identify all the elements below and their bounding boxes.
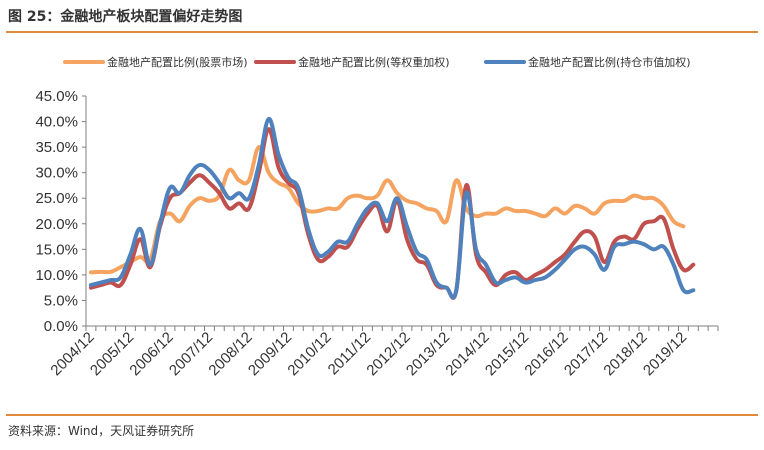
y-tick-label: 15.0% bbox=[35, 241, 78, 258]
top-divider bbox=[6, 31, 758, 33]
source-note: 资料来源：Wind，天风证券研究所 bbox=[8, 424, 195, 438]
y-tick-label: 0.0% bbox=[44, 318, 78, 335]
series-line-stock-market bbox=[88, 145, 686, 275]
bottom-divider bbox=[6, 414, 758, 416]
y-tick-label: 35.0% bbox=[35, 139, 78, 156]
y-tick-label: 5.0% bbox=[44, 292, 78, 309]
legend-label: 金融地产配置比例(持仓市值加权) bbox=[528, 55, 691, 69]
y-tick-label: 40.0% bbox=[35, 114, 78, 131]
y-tick-label: 45.0% bbox=[35, 88, 78, 105]
line-chart: 金融地产配置比例(股票市场) 金融地产配置比例(等权重加权) 金融地产配置比例(持仓… bbox=[35, 55, 719, 379]
y-tick-label: 20.0% bbox=[35, 216, 78, 233]
legend-label: 金融地产配置比例(等权重加权) bbox=[298, 55, 450, 69]
x-tick-label: 2019/12 bbox=[640, 329, 690, 379]
y-tick-label: 25.0% bbox=[35, 190, 78, 207]
y-tick-label: 10.0% bbox=[35, 267, 78, 284]
figure-title: 图 25：金融地产板块配置偏好走势图 bbox=[8, 9, 243, 25]
x-tick-label: 2010/12 bbox=[284, 329, 334, 379]
y-tick-label: 30.0% bbox=[35, 165, 78, 182]
series-line-market-value-weight bbox=[88, 116, 696, 300]
legend-label: 金融地产配置比例(股票市场) bbox=[107, 55, 248, 69]
